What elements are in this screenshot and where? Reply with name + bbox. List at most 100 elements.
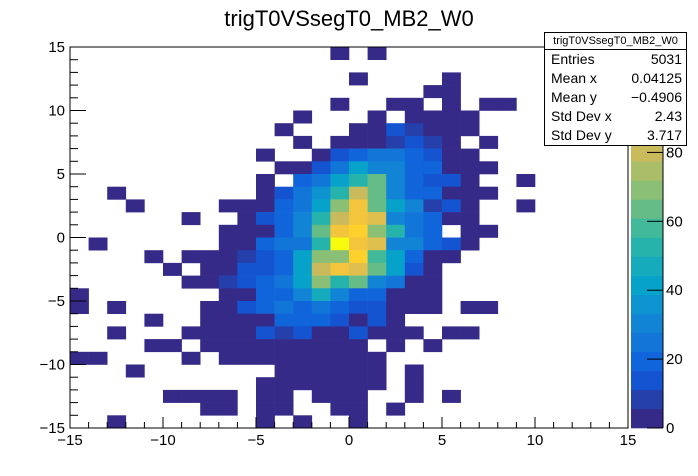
heatmap-cell xyxy=(107,301,127,314)
heatmap-cell xyxy=(311,212,331,226)
heatmap-cell xyxy=(237,250,257,264)
heatmap-cell xyxy=(256,199,275,213)
heatmap-cell xyxy=(423,186,443,200)
stats-box: trigT0VSsegT0_MB2_W0 Entries 5031 Mean x 0… xyxy=(544,32,687,146)
y-tick-label: −10 xyxy=(40,357,65,374)
heatmap-cell xyxy=(330,339,350,353)
y-tick-label: 15 xyxy=(48,39,65,56)
heatmap-cell xyxy=(274,326,294,340)
heatmap-cell xyxy=(218,262,238,276)
heatmap-cell xyxy=(256,301,275,314)
heatmap-cell xyxy=(256,250,275,264)
heatmap-cell xyxy=(460,161,480,175)
heatmap-cell xyxy=(70,351,89,365)
heatmap-cell xyxy=(256,288,275,302)
heatmap-cell xyxy=(404,135,424,149)
heatmap-cell xyxy=(274,250,294,264)
heatmap-cell xyxy=(125,364,145,378)
heatmap-cell xyxy=(349,224,368,238)
heatmap-cell xyxy=(311,301,331,314)
heatmap-cell xyxy=(349,364,368,378)
heatmap-cell xyxy=(311,364,331,378)
heatmap-cell xyxy=(330,148,350,162)
stats-row-mean-y: Mean y −0.4906 xyxy=(545,88,686,107)
heatmap-cell xyxy=(442,212,461,226)
heatmap-cell xyxy=(274,123,294,137)
heatmap-cell xyxy=(293,135,313,149)
heatmap-cell xyxy=(367,364,387,378)
colorbar-band xyxy=(631,332,663,353)
heatmap-cell xyxy=(367,301,387,314)
heatmap-cell xyxy=(237,237,257,251)
chart-title: trigT0VSsegT0_MB2_W0 xyxy=(224,6,473,31)
heatmap-cell xyxy=(367,123,387,137)
heatmap-cell xyxy=(404,224,424,238)
heatmap-cell xyxy=(125,199,145,213)
heatmap-cell xyxy=(404,110,424,124)
heatmap-cell xyxy=(256,389,275,403)
heatmap-cell xyxy=(404,326,424,340)
heatmap-cell xyxy=(293,288,313,302)
heatmap-cell xyxy=(442,72,461,86)
heatmap-cell xyxy=(423,237,443,251)
stats-label: Entries xyxy=(551,51,595,67)
heatmap-cell xyxy=(349,174,368,187)
heatmap-cell xyxy=(367,351,387,365)
heatmap-cell xyxy=(423,110,443,124)
y-tick-label: 5 xyxy=(57,166,65,183)
stats-row-stddev-y: Std Dev y 3.717 xyxy=(545,126,686,145)
heatmap-cell xyxy=(330,288,350,302)
heatmap-cell xyxy=(218,389,238,403)
heatmap-cell xyxy=(144,250,164,264)
heatmap-cell xyxy=(404,262,424,276)
heatmap-cell xyxy=(367,250,387,264)
colorbar-tick-label: 60 xyxy=(666,213,683,230)
heatmap-cell xyxy=(311,174,331,187)
heatmap-cell xyxy=(256,275,275,289)
heatmap-cell xyxy=(311,351,331,365)
x-tick-label: 15 xyxy=(620,432,637,449)
heatmap-cell xyxy=(367,110,387,124)
heatmap-cell xyxy=(386,275,406,289)
heatmap-cell xyxy=(256,326,275,340)
heatmap-cell xyxy=(256,224,275,238)
heatmap-cell xyxy=(293,174,313,187)
heatmap-cell xyxy=(367,262,387,276)
heatmap-cell xyxy=(200,250,220,264)
heatmap-cell xyxy=(442,148,461,162)
y-tick-label: −15 xyxy=(40,420,65,437)
heatmap-cell xyxy=(293,313,313,327)
heatmap-cell xyxy=(367,237,387,251)
heatmap-cell xyxy=(349,288,368,302)
heatmap-cell xyxy=(293,364,313,378)
heatmap-cell xyxy=(311,326,331,340)
colorbar-band xyxy=(631,294,663,314)
heatmap-cell xyxy=(349,186,368,200)
heatmap-cell xyxy=(367,47,387,60)
heatmap-cell xyxy=(367,275,387,289)
heatmap-cell xyxy=(256,351,275,365)
stats-label: Mean y xyxy=(551,89,597,105)
heatmap-cell xyxy=(218,288,238,302)
heatmap-cell xyxy=(442,123,461,137)
heatmap-cell xyxy=(293,186,313,200)
colorbar-tick-label: 20 xyxy=(666,351,683,368)
heatmap-cell xyxy=(386,288,406,302)
heatmap-cell xyxy=(460,237,480,251)
heatmap-cell xyxy=(349,326,368,340)
heatmap-cell xyxy=(367,186,387,200)
heatmap-cell xyxy=(460,148,480,162)
heatmap-cell xyxy=(479,224,499,238)
heatmap-cell xyxy=(386,224,406,238)
heatmap-cell xyxy=(256,174,275,187)
heatmap-cell xyxy=(386,301,406,314)
stats-label: Std Dev x xyxy=(551,108,612,124)
heatmap-cell xyxy=(386,161,406,175)
x-tick-label: 5 xyxy=(438,432,446,449)
heatmap-cell xyxy=(218,199,238,213)
heatmap-cell xyxy=(460,174,480,187)
heatmap-cell xyxy=(460,224,480,238)
heatmap-cell xyxy=(349,415,368,429)
heatmap-cell xyxy=(479,97,499,111)
stats-row-mean-x: Mean x 0.04125 xyxy=(545,69,686,88)
